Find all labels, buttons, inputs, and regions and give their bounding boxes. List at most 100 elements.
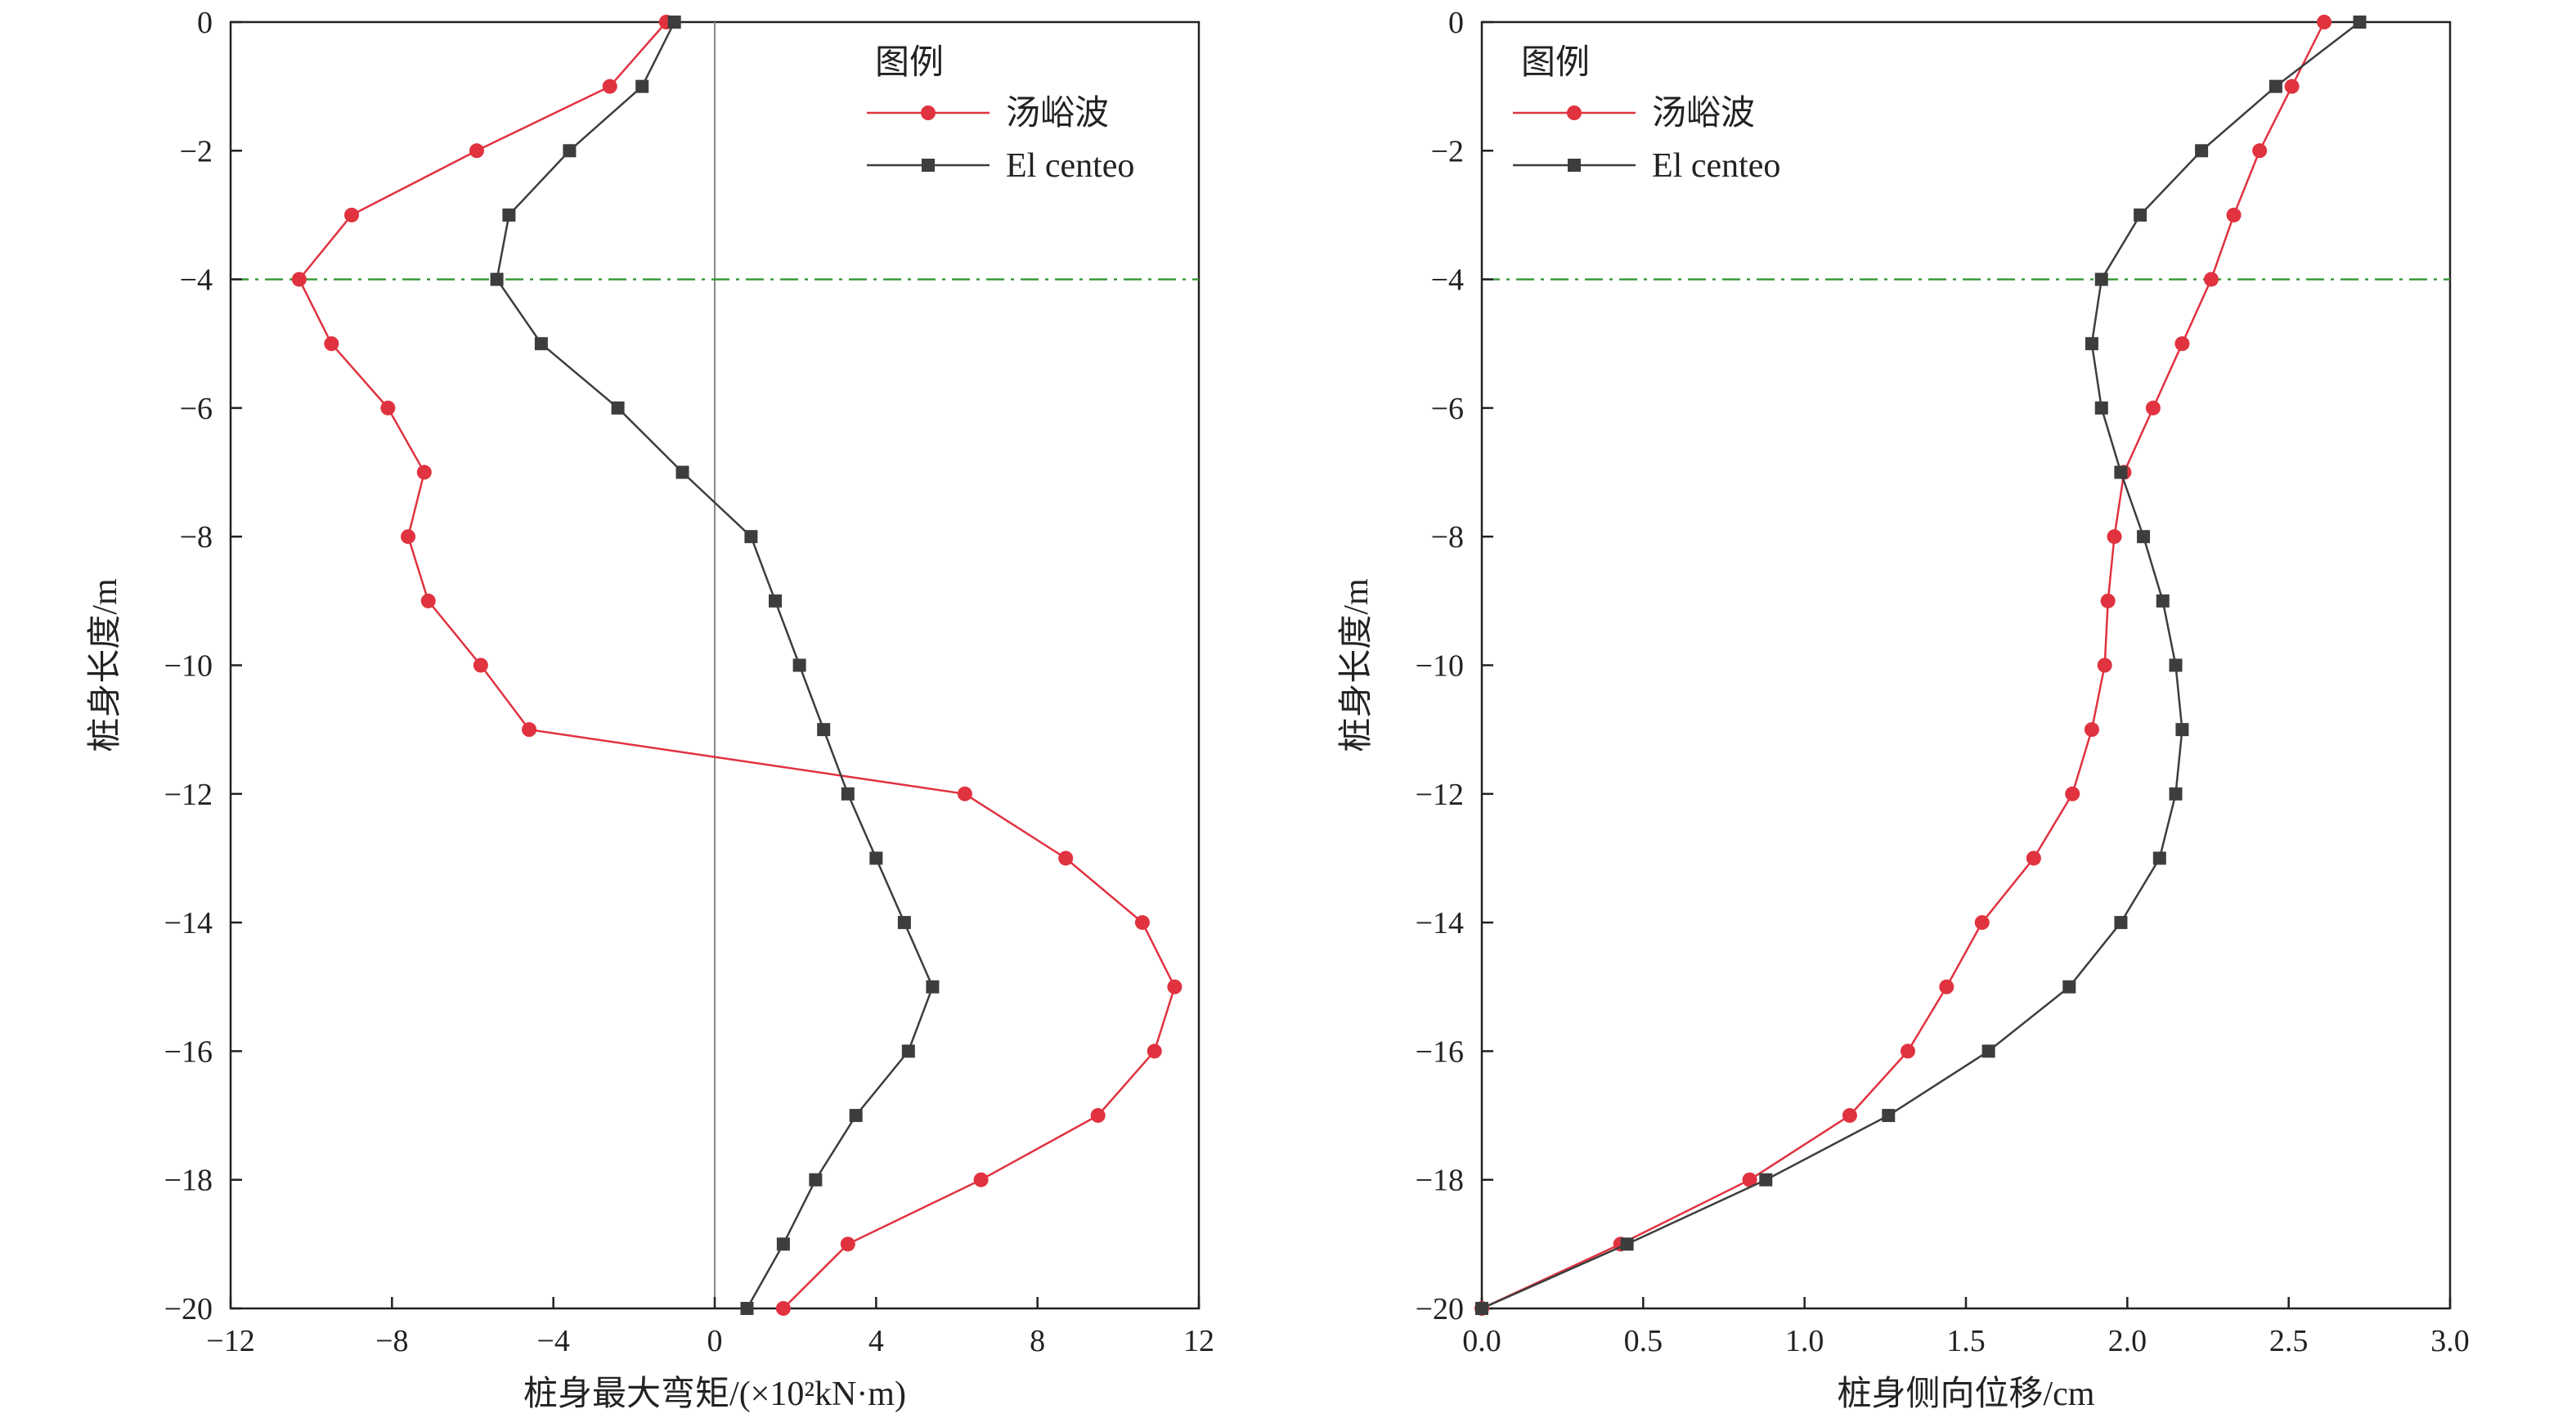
data-point bbox=[2174, 336, 2190, 352]
data-point bbox=[2062, 980, 2076, 994]
data-point bbox=[2152, 851, 2166, 865]
data-point bbox=[2100, 593, 2116, 608]
data-point bbox=[1475, 1302, 1488, 1315]
data-point bbox=[2134, 208, 2147, 222]
y-tick-label: −4 bbox=[1431, 263, 1464, 298]
data-point bbox=[2203, 271, 2219, 287]
y-tick-label: −14 bbox=[1416, 906, 1464, 940]
y-tick-label: −6 bbox=[180, 392, 213, 426]
data-point bbox=[1981, 1044, 1995, 1058]
data-point bbox=[1058, 850, 1074, 866]
legend-label: El centeo bbox=[1006, 147, 1134, 185]
data-point bbox=[602, 79, 617, 94]
data-point bbox=[1842, 1108, 1857, 1124]
x-tick-label: 0.5 bbox=[1624, 1324, 1663, 1358]
data-point bbox=[324, 336, 339, 352]
chart-panel-2: 0.0 0.5 1.0 1.5 2.0 2.5 3.0 0 −2 −4 −6 −8 −10 −12 −14 −… bbox=[1338, 6, 2470, 1413]
data-point bbox=[534, 337, 548, 351]
x-tick-label: −4 bbox=[536, 1324, 569, 1358]
data-point bbox=[2284, 79, 2300, 94]
data-point bbox=[926, 980, 940, 994]
data-point bbox=[2084, 722, 2099, 738]
data-point bbox=[2094, 272, 2108, 286]
data-point bbox=[667, 16, 681, 29]
x-tick-label: 0.0 bbox=[1462, 1324, 1501, 1358]
series-1 bbox=[1474, 15, 2332, 1316]
data-point bbox=[344, 207, 359, 222]
y-tick-label: −6 bbox=[1431, 392, 1464, 426]
y-tick-label: 0 bbox=[197, 6, 213, 40]
y-tick-label: −8 bbox=[1431, 520, 1464, 554]
data-point bbox=[901, 1044, 915, 1058]
y-tick-label: −20 bbox=[164, 1292, 213, 1326]
data-point bbox=[1167, 979, 1183, 994]
chart-panel-1: −12 −8 −4 0 4 8 12 0 −2 −4 −6 −8 −10 −12 −14 −16 −18 −20 桩… bbox=[87, 6, 1214, 1413]
data-point bbox=[522, 722, 537, 738]
legend-marker bbox=[922, 159, 935, 172]
plot-frame bbox=[1480, 20, 2452, 1310]
y-tick-label: −16 bbox=[1416, 1034, 1464, 1069]
data-point bbox=[611, 401, 625, 415]
legend-marker bbox=[1568, 159, 1581, 172]
legend-marker bbox=[1567, 105, 1582, 120]
data-point bbox=[473, 657, 488, 673]
data-point bbox=[769, 594, 782, 608]
data-point bbox=[775, 1301, 791, 1316]
data-point bbox=[2156, 594, 2170, 608]
data-point bbox=[416, 464, 432, 480]
data-point bbox=[2226, 207, 2242, 222]
y-tick-label: −2 bbox=[1431, 134, 1464, 168]
series-2 bbox=[490, 16, 940, 1315]
series-line bbox=[298, 21, 1176, 1309]
y-tick-label: 0 bbox=[1448, 6, 1464, 40]
data-point bbox=[420, 593, 436, 608]
data-point bbox=[291, 271, 307, 287]
data-point bbox=[2169, 658, 2183, 672]
x-tick-label: 2.0 bbox=[2108, 1324, 2147, 1358]
data-point bbox=[635, 79, 649, 93]
data-point bbox=[1620, 1237, 1634, 1251]
data-point bbox=[1939, 979, 1954, 994]
y-tick-label: −12 bbox=[1416, 778, 1464, 812]
data-point bbox=[2269, 79, 2282, 93]
data-point bbox=[502, 208, 516, 222]
data-point bbox=[897, 916, 911, 930]
y-axis-title: 桩身长度/m bbox=[87, 578, 124, 752]
series-1 bbox=[291, 15, 1183, 1316]
legend-label: El centeo bbox=[1652, 147, 1780, 185]
y-tick-label: −18 bbox=[1416, 1164, 1464, 1198]
x-tick-label: 4 bbox=[868, 1324, 884, 1358]
y-tick-label: −10 bbox=[1416, 649, 1464, 684]
data-point bbox=[817, 723, 831, 737]
series-line bbox=[1481, 21, 2326, 1310]
legend-label: 汤峪波 bbox=[1006, 95, 1109, 132]
x-tick-label: 2.5 bbox=[2269, 1324, 2309, 1358]
data-point bbox=[469, 143, 484, 159]
data-point bbox=[563, 144, 577, 158]
y-tick-label: −14 bbox=[164, 906, 213, 940]
data-point bbox=[957, 786, 972, 801]
data-point bbox=[1134, 915, 1150, 931]
data-point bbox=[2085, 337, 2098, 351]
data-point bbox=[2145, 400, 2161, 415]
data-point bbox=[1759, 1173, 1773, 1187]
y-tick-label: −8 bbox=[180, 520, 213, 554]
data-point bbox=[2137, 530, 2151, 544]
y-tick-label: −16 bbox=[164, 1034, 213, 1069]
data-point bbox=[2252, 143, 2268, 159]
x-tick-label: 1.5 bbox=[1946, 1324, 1986, 1358]
data-point bbox=[809, 1173, 823, 1187]
data-point bbox=[2175, 723, 2189, 737]
data-point bbox=[401, 529, 416, 545]
data-point bbox=[1974, 915, 1990, 931]
data-point bbox=[2114, 465, 2128, 479]
x-tick-label: 1.0 bbox=[1785, 1324, 1824, 1358]
y-tick-label: −10 bbox=[164, 649, 213, 684]
data-point bbox=[2114, 916, 2128, 930]
data-point bbox=[740, 1302, 754, 1315]
legend-marker bbox=[921, 105, 936, 120]
x-tick-label: 3.0 bbox=[2430, 1324, 2470, 1358]
